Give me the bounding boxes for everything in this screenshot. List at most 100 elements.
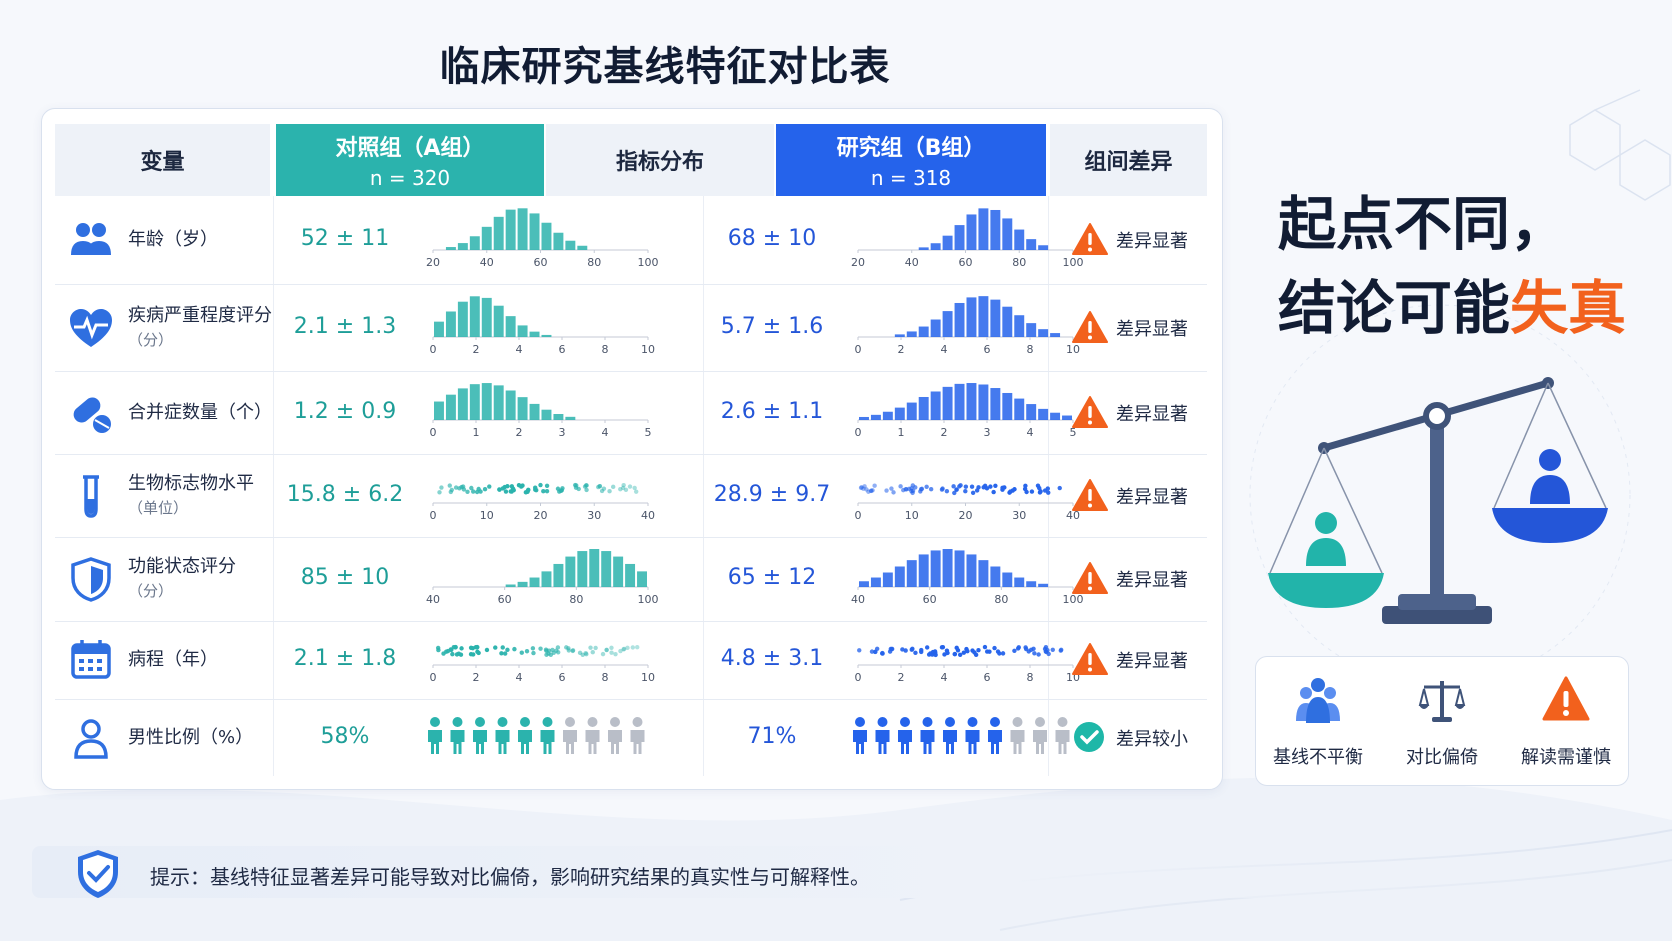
histogram-bar (1002, 306, 1013, 337)
study-value: 2.6 ± 1.1 (720, 398, 824, 424)
legend-label: 对比偏倚 (1406, 747, 1478, 768)
shield-check-icon (78, 850, 118, 898)
data-point (982, 483, 988, 489)
control-distribution-chart: 40 60 80 100 (426, 549, 658, 606)
histogram-bar (978, 296, 989, 337)
histogram-bar (517, 325, 528, 337)
data-point (584, 652, 589, 657)
data-point (502, 651, 508, 656)
study-value: 68 ± 10 (727, 226, 817, 251)
data-point (511, 487, 516, 493)
data-point (544, 483, 550, 488)
data-point (965, 648, 970, 654)
data-point (593, 645, 598, 651)
data-point (862, 484, 867, 489)
study-value: 71% (747, 724, 797, 749)
data-point (939, 645, 945, 650)
data-point (541, 489, 546, 494)
data-point (869, 488, 874, 493)
tick-label: 8 (1027, 671, 1034, 684)
histogram-bar (481, 383, 492, 420)
histogram-bar (505, 390, 516, 420)
histogram-bar (918, 247, 929, 250)
difference-badge: 差异显著 (1072, 310, 1188, 346)
histogram-bar (493, 305, 504, 337)
data-point (993, 483, 998, 489)
data-point (520, 483, 525, 488)
control-group-n: n = 320 (369, 166, 451, 190)
histogram-bar (942, 311, 953, 337)
study-distribution-chart: 0 2 4 6 8 10 (855, 296, 1080, 356)
tip-text: 提示：基线特征显著差异可能导致对比偏倚，影响研究结果的真实性与可解释性。 (150, 865, 870, 889)
tick-label: 1 (898, 426, 905, 439)
person-figure (563, 717, 577, 754)
histogram-bar (906, 331, 917, 337)
header-variable: 变量 (55, 124, 270, 196)
histogram-bar (469, 384, 480, 420)
data-point (869, 649, 875, 654)
histogram-bar (978, 208, 989, 250)
histogram-bar (445, 394, 456, 420)
histogram-bar (565, 240, 576, 250)
person-figure (988, 717, 1002, 754)
data-point (623, 487, 629, 493)
control-value: 52 ± 11 (300, 226, 390, 251)
histogram-bar (493, 216, 504, 250)
data-point (447, 483, 452, 488)
slogan: 起点不同， 结论可能失真 (1278, 182, 1626, 350)
study-distribution-chart: 0 2 4 6 8 10 (855, 644, 1080, 684)
data-point (930, 649, 936, 655)
legend-item: 解读需谨慎 (1504, 657, 1628, 785)
histogram-bar (637, 571, 647, 587)
person-figure (920, 717, 935, 754)
warning-icon (1072, 223, 1108, 255)
data-point (944, 488, 950, 494)
tick-label: 6 (984, 671, 991, 684)
data-point (607, 488, 612, 494)
tick-label: 10 (905, 509, 919, 522)
histogram-bar (894, 407, 905, 420)
histogram-bar (918, 326, 929, 337)
data-point (478, 489, 483, 494)
page-title: 临床研究基线特征对比表 (439, 44, 891, 90)
data-point (609, 645, 614, 650)
data-point (880, 651, 885, 656)
histogram-bar (589, 549, 600, 587)
heart-pulse-icon (68, 305, 114, 351)
data-point (469, 485, 474, 491)
data-point (924, 645, 930, 650)
histogram-bar (1038, 583, 1049, 587)
group-icon (68, 217, 114, 263)
control-value: 2.1 ± 1.3 (293, 313, 397, 339)
data-point (1029, 489, 1035, 494)
difference-badge: 差异较小 (1072, 720, 1188, 756)
tick-label: 8 (602, 671, 609, 684)
data-point (952, 651, 958, 657)
histogram-bar (966, 297, 977, 337)
person-figure (943, 717, 957, 754)
tick-label: 0 (855, 671, 862, 684)
histogram-bar (493, 385, 504, 420)
histogram-bar (541, 571, 552, 587)
data-point (633, 489, 639, 494)
data-point (618, 648, 623, 654)
row-divider (55, 454, 1207, 455)
data-point (992, 645, 997, 651)
variable-name: 生物标志物水平 （单位） (128, 472, 254, 520)
histogram-bar (906, 402, 917, 420)
tick-label: 10 (641, 343, 655, 356)
data-point (970, 490, 976, 495)
histogram-bar (505, 316, 516, 337)
histogram-bar (505, 584, 516, 587)
histogram-bar (954, 550, 965, 587)
data-point (621, 482, 626, 488)
tick-label: 5 (1070, 426, 1077, 439)
control-distribution-chart: 0 1 2 3 4 5 (430, 383, 652, 439)
data-point (555, 650, 561, 655)
histogram-bar (966, 383, 977, 420)
data-point (1016, 645, 1021, 650)
histogram-bar (577, 245, 588, 250)
tick-label: 2 (941, 426, 948, 439)
data-point (474, 489, 480, 495)
data-point (519, 650, 524, 655)
